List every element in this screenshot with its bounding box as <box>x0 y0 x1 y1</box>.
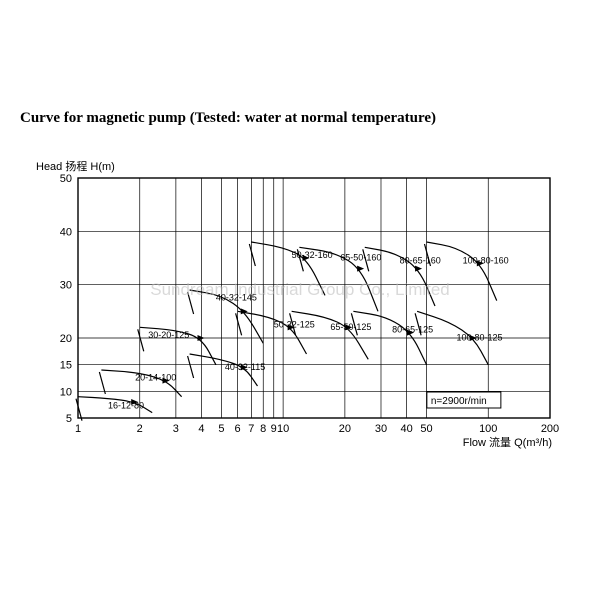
svg-text:5: 5 <box>66 413 72 425</box>
svg-text:65-50-160: 65-50-160 <box>340 253 381 263</box>
svg-text:200: 200 <box>541 423 559 435</box>
svg-text:50-32-125: 50-32-125 <box>274 319 315 329</box>
svg-text:40: 40 <box>60 226 72 238</box>
svg-text:30: 30 <box>60 280 72 292</box>
svg-text:40-32-115: 40-32-115 <box>225 362 265 372</box>
svg-text:2: 2 <box>137 423 143 435</box>
y-axis-label: Head 扬程 H(m) <box>36 158 115 174</box>
svg-text:n=2900r/min: n=2900r/min <box>431 396 487 407</box>
svg-text:6: 6 <box>235 423 241 435</box>
svg-text:40: 40 <box>400 423 412 435</box>
svg-text:50: 50 <box>60 173 72 185</box>
svg-text:20-14-100: 20-14-100 <box>135 373 176 383</box>
chart-title: Curve for magnetic pump (Tested: water a… <box>20 110 436 127</box>
svg-text:100-80-160: 100-80-160 <box>463 255 509 265</box>
svg-text:4: 4 <box>198 423 204 435</box>
svg-text:7: 7 <box>248 423 254 435</box>
svg-text:30-20-125: 30-20-125 <box>148 330 189 340</box>
svg-text:10: 10 <box>60 386 72 398</box>
svg-text:20: 20 <box>339 423 351 435</box>
svg-text:80-65-125: 80-65-125 <box>392 325 433 335</box>
svg-text:30: 30 <box>375 423 387 435</box>
svg-text:16-12-80: 16-12-80 <box>108 400 144 410</box>
svg-text:80-65-160: 80-65-160 <box>400 255 441 265</box>
svg-text:50: 50 <box>420 423 432 435</box>
svg-text:10: 10 <box>277 423 289 435</box>
svg-text:9: 9 <box>271 423 277 435</box>
svg-text:5: 5 <box>218 423 224 435</box>
svg-text:20: 20 <box>60 333 72 345</box>
svg-text:100: 100 <box>479 423 497 435</box>
svg-text:3: 3 <box>173 423 179 435</box>
svg-text:100-80-125: 100-80-125 <box>456 333 502 343</box>
svg-text:8: 8 <box>260 423 266 435</box>
svg-text:65-50-125: 65-50-125 <box>330 322 371 332</box>
svg-text:40-32-145: 40-32-145 <box>216 293 257 303</box>
svg-text:15: 15 <box>60 360 72 372</box>
svg-text:Flow 流量 Q(m³/h): Flow 流量 Q(m³/h) <box>463 435 552 449</box>
pump-curve-chart: Head 扬程 H(m) 510152030405012345678910203… <box>30 160 570 460</box>
svg-text:1: 1 <box>75 423 81 435</box>
